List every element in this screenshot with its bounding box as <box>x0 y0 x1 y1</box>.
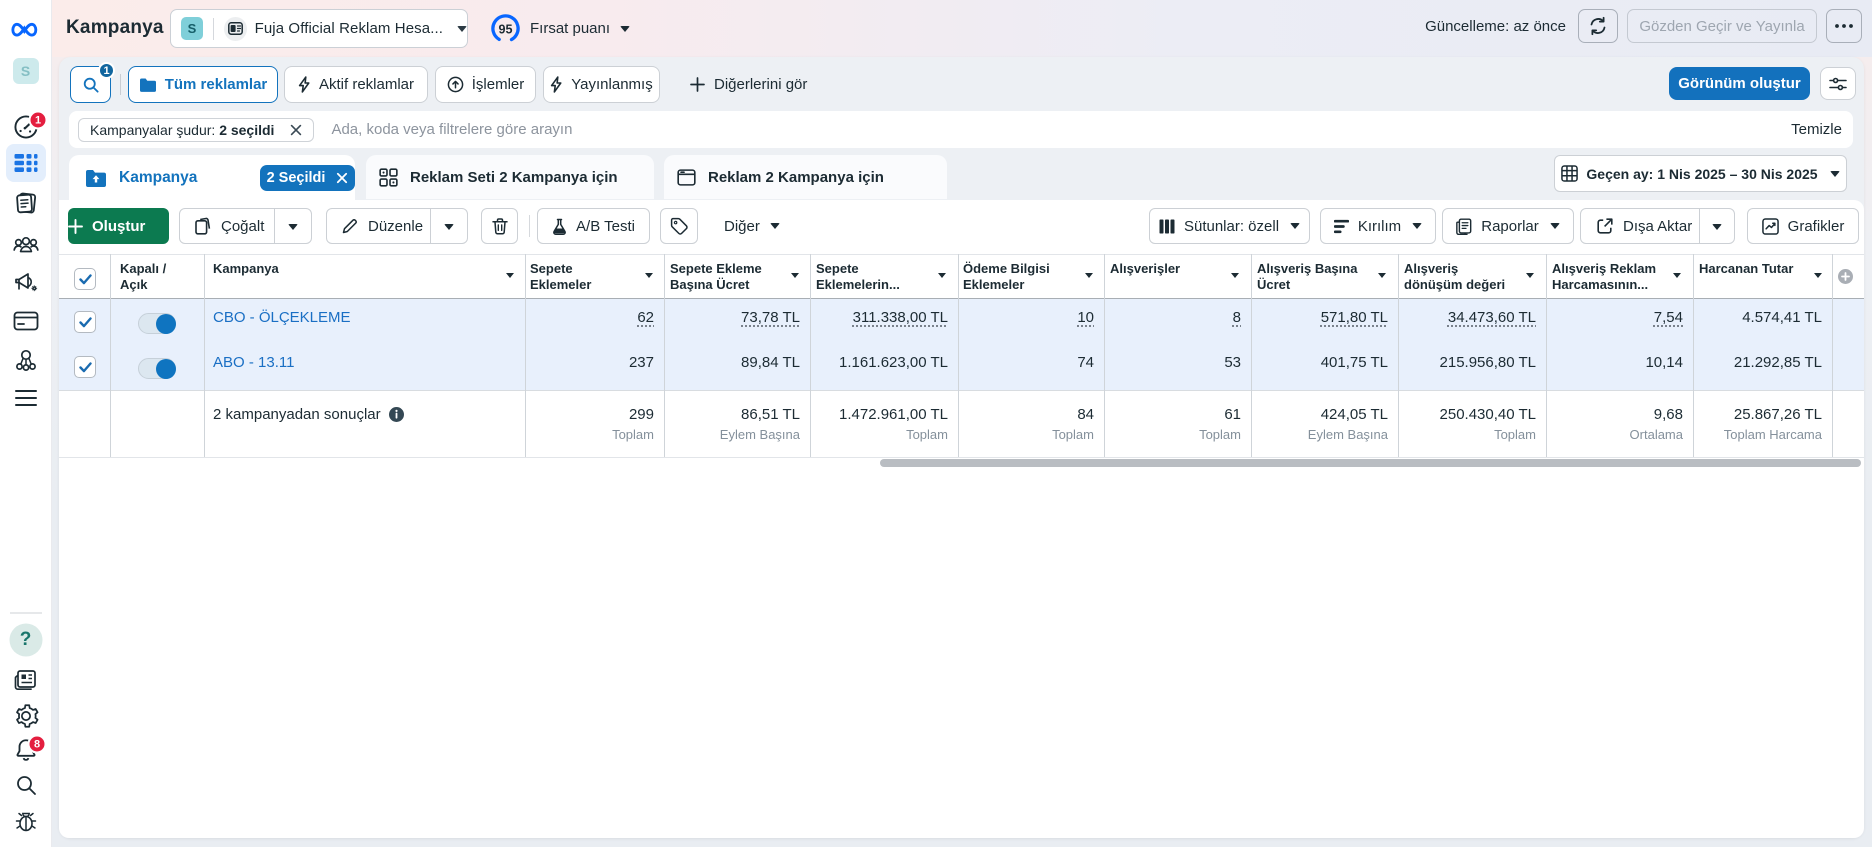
svg-text:95: 95 <box>499 22 513 36</box>
